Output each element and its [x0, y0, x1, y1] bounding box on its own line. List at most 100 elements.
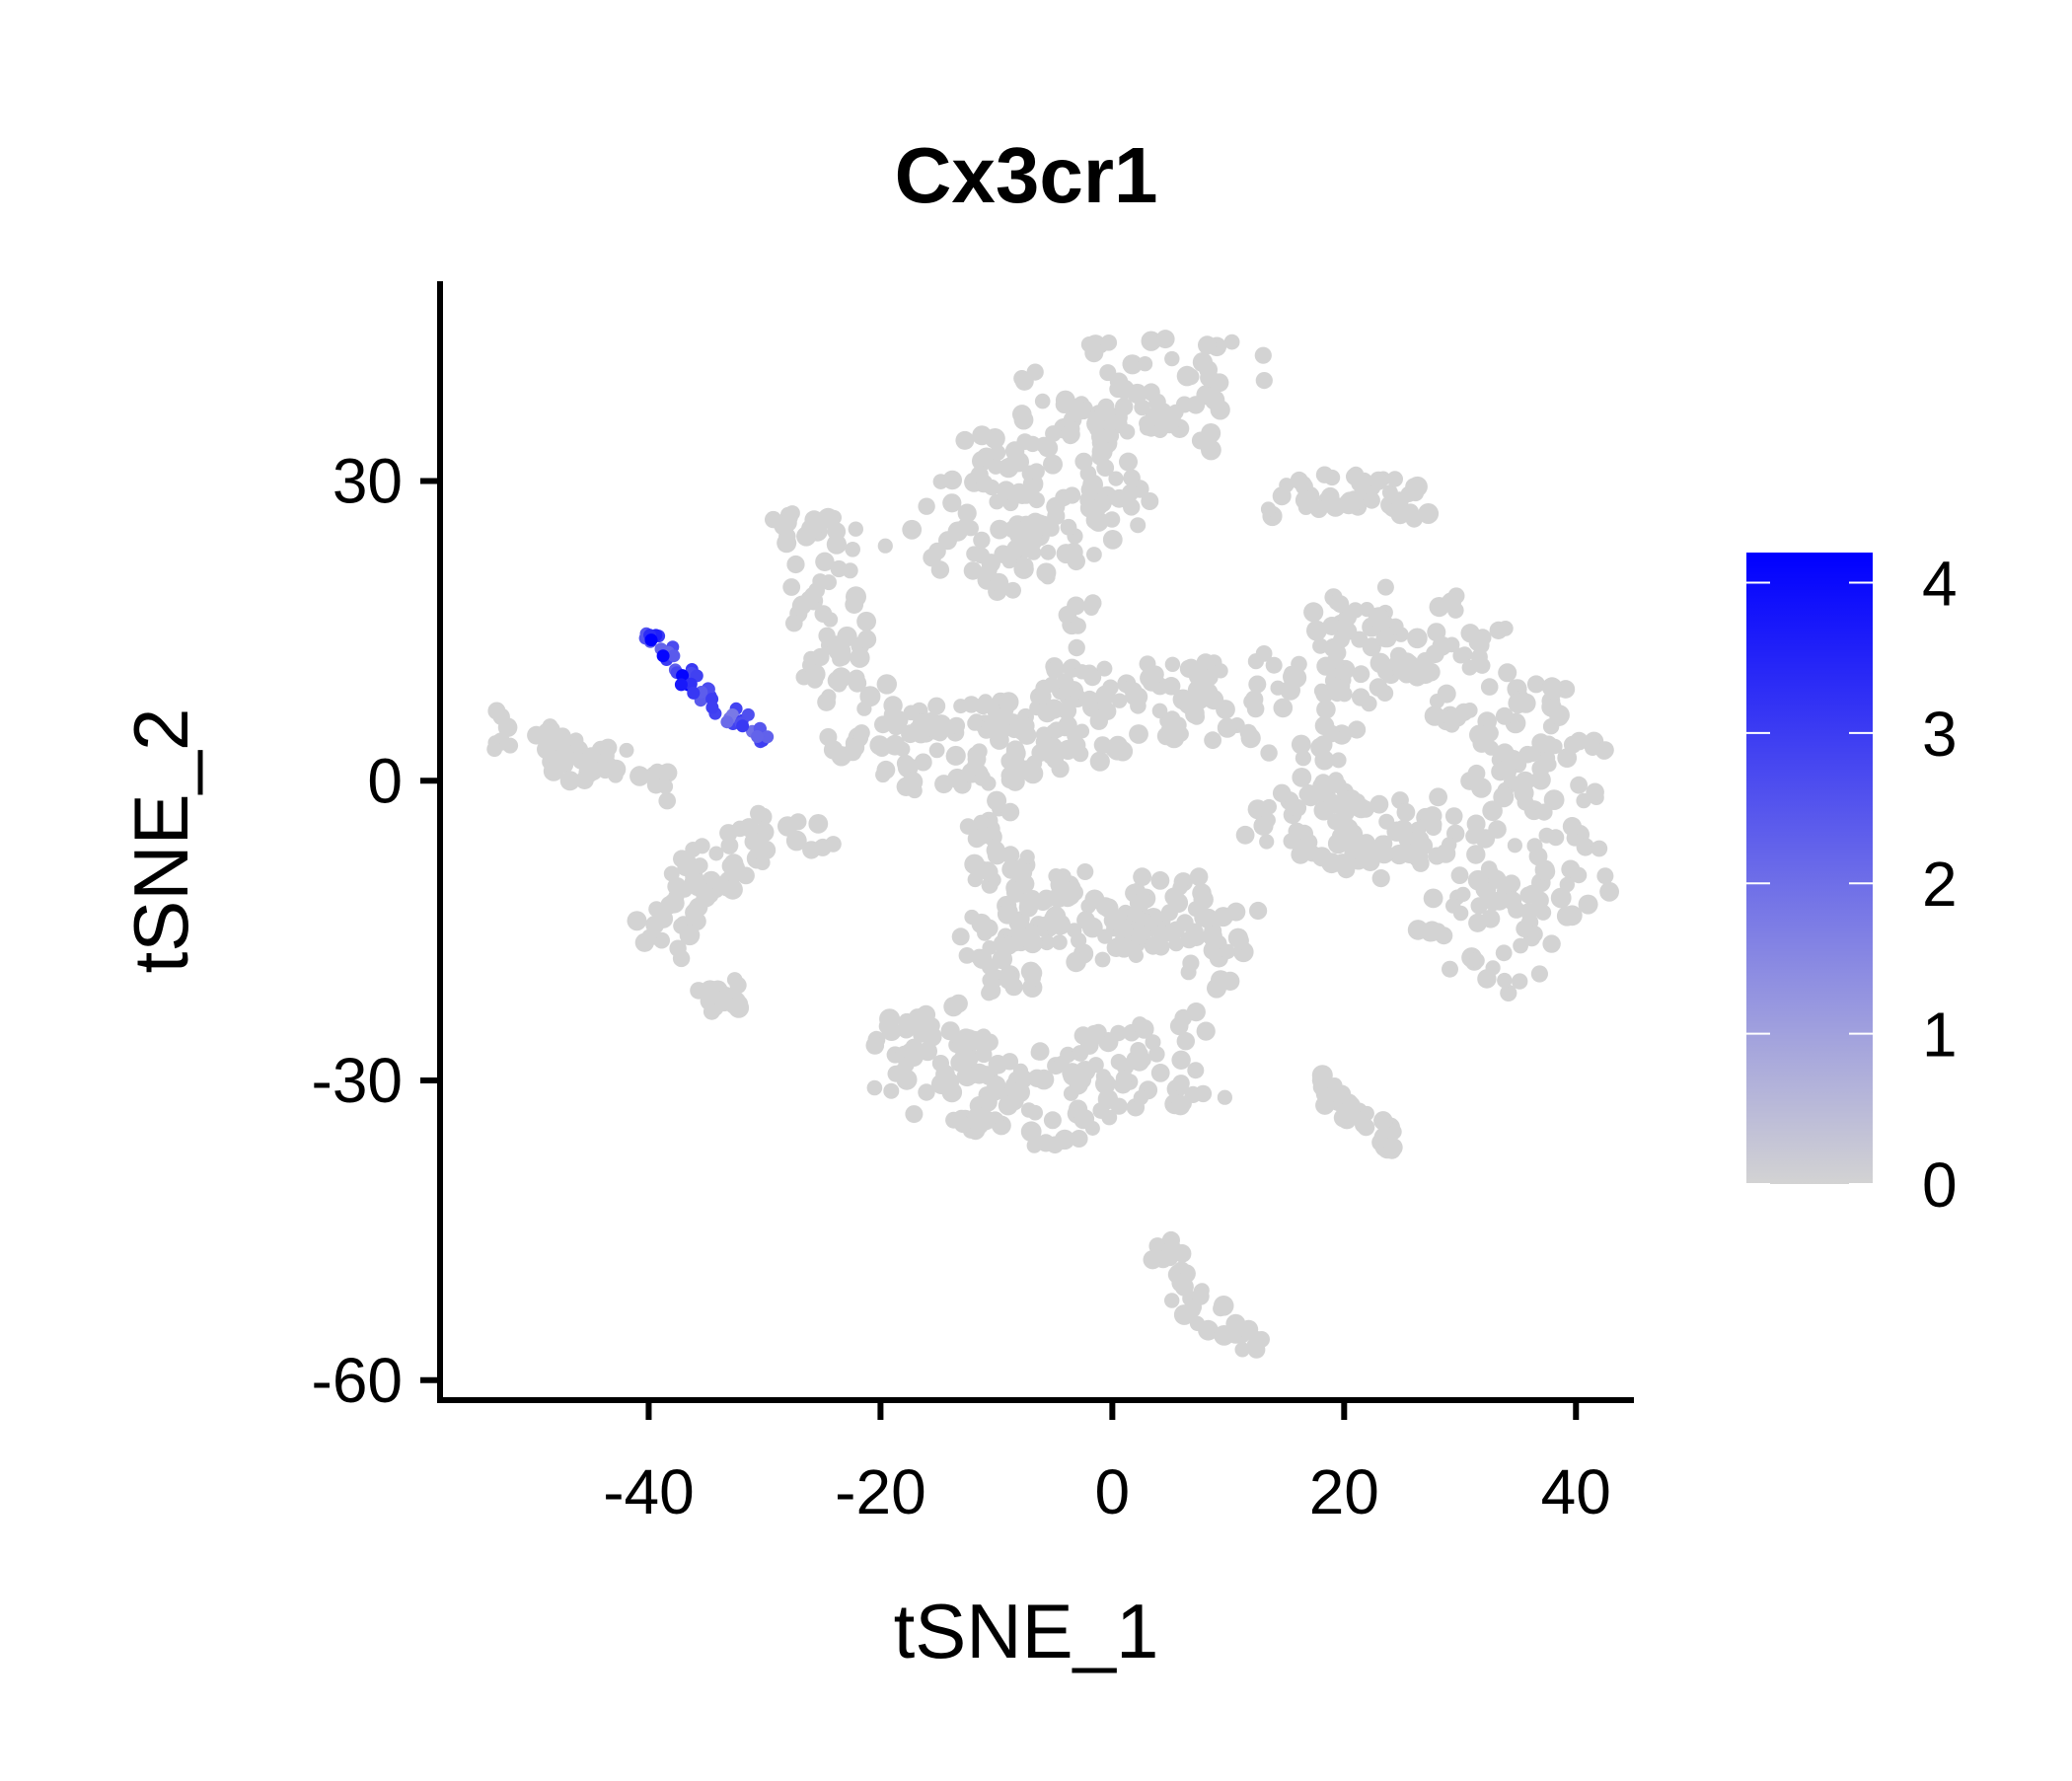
cell-point: [927, 697, 946, 715]
cell-point: [845, 595, 864, 614]
cell-point: [685, 842, 702, 857]
cell-point: [826, 509, 842, 526]
cell-point: [1000, 1053, 1019, 1071]
cell-point: [1512, 973, 1528, 990]
cell-point: [1340, 491, 1360, 511]
cell-point: [1070, 618, 1086, 634]
cell-point: [1171, 1050, 1191, 1071]
cell-point: [856, 701, 872, 716]
cell-point: [866, 1079, 883, 1096]
y-axis-ticks: -60 -30 0 30: [312, 446, 440, 1416]
cell-point: [1096, 459, 1115, 477]
expressing-cell-point: [674, 678, 688, 692]
cell-point: [857, 630, 877, 649]
cell-point: [967, 715, 983, 731]
cell-point: [848, 521, 863, 537]
cell-point: [966, 757, 985, 776]
cell-point: [1373, 844, 1394, 864]
cell-point: [1009, 482, 1029, 503]
cell-point: [803, 650, 819, 667]
cell-point: [596, 755, 618, 776]
cell-point: [1148, 393, 1166, 411]
cell-point: [660, 896, 679, 915]
cell-point: [852, 724, 870, 742]
cell-point: [1127, 383, 1147, 405]
cell-point: [907, 782, 923, 799]
cell-point: [1461, 659, 1478, 676]
cell-point: [1326, 1077, 1343, 1093]
cell-point: [821, 574, 837, 591]
cell-point: [1485, 960, 1501, 976]
cell-point: [1167, 404, 1184, 420]
cell-point: [1016, 557, 1034, 574]
cell-point: [1255, 372, 1273, 390]
cell-point: [987, 1076, 1006, 1094]
cell-point: [720, 837, 739, 854]
cell-point: [708, 846, 724, 861]
cell-point: [999, 936, 1018, 955]
cell-point: [1306, 620, 1327, 641]
cell-point: [1227, 928, 1248, 948]
cell-point: [1044, 909, 1064, 929]
cell-point: [896, 754, 915, 773]
cell-point: [1535, 904, 1552, 921]
cell-point: [1076, 911, 1095, 929]
cell-point: [1562, 817, 1582, 837]
cell-point: [554, 727, 571, 745]
cell-point: [1513, 937, 1528, 954]
cell-point: [1000, 802, 1020, 822]
cell-point: [1455, 886, 1471, 903]
cell-point: [1067, 727, 1082, 744]
cell-point: [739, 818, 759, 838]
cell-point: [1561, 905, 1583, 927]
cell-point: [982, 981, 1001, 1001]
cell-point: [805, 664, 826, 685]
cell-point: [865, 1036, 885, 1055]
cell-point: [1450, 866, 1469, 884]
cell-point: [1541, 677, 1563, 698]
cell-point: [1074, 664, 1090, 680]
cell-point: [1373, 1111, 1393, 1131]
cell-point: [1430, 923, 1446, 939]
cell-point: [1217, 1089, 1232, 1105]
cell-point: [1083, 600, 1099, 616]
cell-point: [1201, 423, 1221, 443]
cell-point: [1088, 410, 1105, 427]
cell-point: [1145, 1034, 1161, 1051]
cell-point: [1466, 814, 1486, 834]
cell-point: [770, 514, 786, 530]
cell-point: [1481, 724, 1499, 742]
cell-point: [1415, 837, 1434, 854]
expressing-cell-point: [644, 633, 658, 647]
cell-point: [997, 904, 1018, 925]
cell-point: [1348, 720, 1367, 739]
cell-point: [1103, 911, 1122, 929]
cell-point: [1039, 934, 1055, 951]
cell-point: [902, 519, 923, 540]
cell-point: [1570, 866, 1588, 884]
cell-point: [1407, 628, 1428, 649]
cell-point: [537, 739, 556, 760]
cell-point: [918, 1083, 935, 1101]
cell-point: [1129, 724, 1148, 744]
cell-point: [1027, 1104, 1043, 1121]
cell-point: [1094, 951, 1111, 968]
cell-point: [1182, 954, 1200, 972]
cell-point: [1563, 735, 1582, 754]
cell-point: [1213, 663, 1228, 679]
cell-point: [486, 741, 503, 758]
cell-point: [991, 718, 1008, 735]
cell-point: [703, 1002, 720, 1020]
cell-point: [1415, 663, 1436, 684]
cell-point: [1034, 393, 1051, 409]
cell-point: [945, 745, 966, 766]
cell-point: [1235, 825, 1255, 845]
cell-point: [801, 518, 822, 540]
cell-point: [1204, 731, 1221, 750]
cell-point: [782, 510, 798, 526]
cell-point: [1021, 531, 1043, 552]
cell-point: [925, 714, 947, 736]
cell-point: [951, 928, 970, 946]
cell-point: [1402, 503, 1419, 521]
